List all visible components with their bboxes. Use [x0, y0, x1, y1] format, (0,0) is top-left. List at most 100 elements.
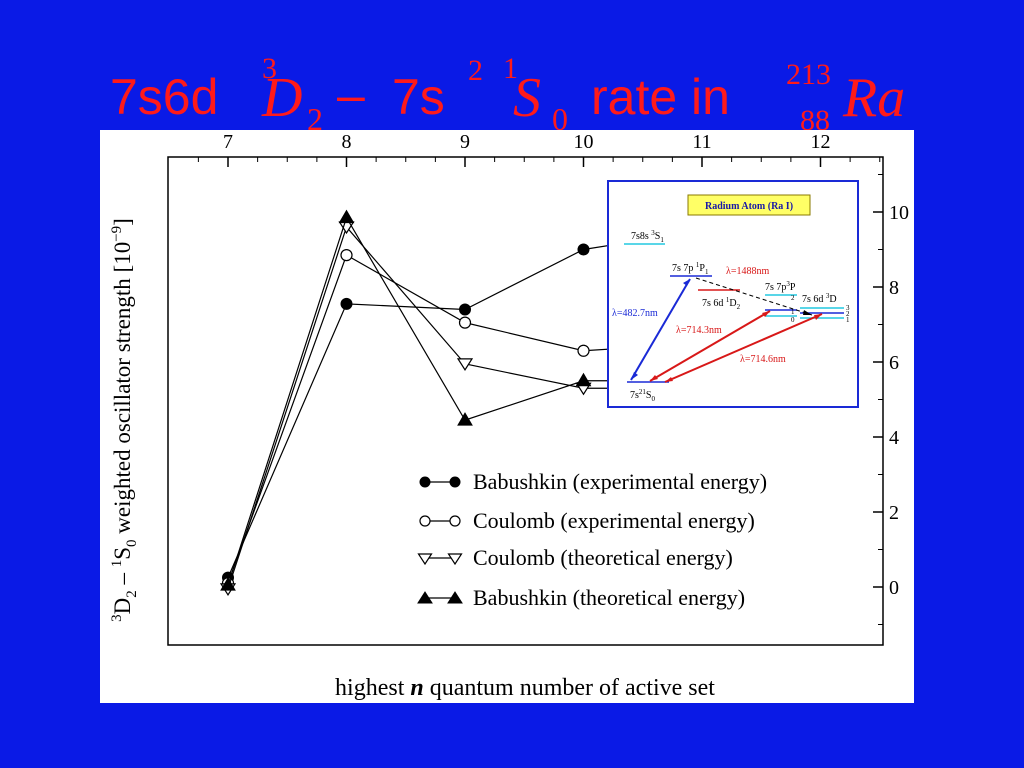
- transition-482nm-arrow: [630, 278, 691, 381]
- top-axis: 7 8 9 10 11 12: [197, 131, 881, 167]
- title-mass-number: 213: [786, 58, 831, 91]
- legend-marker-filled-triangle: [417, 591, 433, 604]
- transition-1488nm-arrow: [695, 277, 813, 316]
- top-tick-label: 12: [811, 131, 831, 153]
- legend-item-babushkin-theo: Babushkin (theoretical energy): [417, 585, 745, 610]
- j-label-3D3: 3: [846, 304, 850, 312]
- plot-panel: 7 8 9 10 11 12 0 2 4 6 8 10 3D2 – 1S0 weighted osc…: [100, 130, 914, 703]
- legend: Babushkin (experimental energy) Coulomb …: [417, 469, 767, 610]
- top-tick-label: 11: [692, 131, 711, 153]
- legend-marker-open-circle: [449, 515, 461, 527]
- legend-label: Babushkin (experimental energy): [473, 469, 767, 494]
- legend-label: Babushkin (theoretical energy): [473, 585, 745, 610]
- right-tick-label: 4: [889, 427, 899, 449]
- transition-714-3nm-label: λ=714.3nm: [676, 325, 722, 336]
- transition-714-3nm-arrow: [649, 310, 771, 382]
- transition-482nm-head-up: [683, 279, 690, 286]
- transition-1488nm-label: λ=1488nm: [726, 266, 769, 277]
- xlabel-pre: highest: [335, 675, 410, 701]
- ylabel-text: weighted oscillator strength [10: [110, 242, 135, 540]
- level-ground-label: 7s21S0: [630, 388, 655, 403]
- ylabel-b-sub: 0: [124, 539, 140, 547]
- transition-1488nm-head: [803, 310, 812, 315]
- right-axis: 0 2 4 6 8 10: [873, 174, 909, 625]
- legend-item-coulomb-theo: Coulomb (theoretical energy): [417, 545, 733, 570]
- right-tick-label: 6: [889, 352, 899, 374]
- transition-714-6nm-arrow: [664, 313, 823, 383]
- xlabel-post: quantum number of active set: [424, 675, 716, 701]
- data-point-open-circle: [458, 316, 472, 329]
- title-7s: 7s: [392, 69, 445, 125]
- data-point-open-circle: [577, 344, 590, 357]
- j-label-3P2: 2: [791, 294, 795, 302]
- top-tick-label: 7: [223, 131, 233, 153]
- top-tick-label: 10: [574, 131, 594, 153]
- title-s-multiplicity: 1: [503, 52, 518, 85]
- legend-marker-open-circle: [419, 515, 431, 527]
- transition-714-6nm-head-down: [665, 377, 673, 382]
- transition-482nm-label: λ=482.7nm: [612, 308, 658, 319]
- j-label-3P0: 0: [791, 316, 795, 324]
- level-7s8s-label: 7s8s 3S1: [631, 229, 664, 244]
- ylabel-a-sub: 2: [124, 590, 140, 598]
- legend-marker-open-triangle: [447, 553, 463, 566]
- level-7s7p-3P-label: 7s 7p3P: [765, 280, 796, 293]
- ylabel-a-sup: 3: [109, 614, 125, 622]
- right-tick-label: 0: [889, 577, 899, 599]
- top-tick-label: 8: [342, 131, 352, 153]
- inset-title: Radium Atom (Ra I): [705, 201, 793, 212]
- title-s-term: S: [513, 67, 541, 129]
- legend-label: Coulomb (theoretical energy): [473, 545, 733, 570]
- legend-marker-filled-circle: [449, 476, 461, 488]
- level-7s6d-1D-label: 7s 6d 1D2: [702, 296, 741, 311]
- legend-label: Coulomb (experimental energy): [473, 508, 755, 533]
- transition-714-6nm-head-up: [814, 314, 822, 320]
- right-tick-label: 8: [889, 277, 899, 299]
- ylabel-exponent: −9: [109, 226, 125, 242]
- ylabel-b: S: [110, 547, 135, 560]
- data-point-filled-triangle-up: [457, 412, 473, 426]
- data-point-open-circle: [340, 249, 353, 262]
- title-rate-in: rate in: [591, 69, 730, 125]
- legend-marker-filled-circle: [419, 476, 431, 488]
- data-point-open-triangle-down: [456, 358, 474, 371]
- transition-714-3nm-head-up: [762, 311, 770, 317]
- transition-714-6nm-label: λ=714.6nm: [740, 354, 786, 365]
- title-dash: –: [337, 67, 365, 123]
- data-point-filled-triangle-up: [338, 209, 355, 224]
- legend-marker-filled-triangle: [447, 591, 463, 604]
- ylabel-b-sup: 1: [109, 560, 125, 568]
- plot-frame: [167, 156, 884, 646]
- data-point-filled-triangle-up: [575, 372, 592, 387]
- top-tick-label: 9: [460, 131, 470, 153]
- j-label-3D1: 1: [846, 316, 850, 324]
- slide-title: 7s6d 3 D 2 – 7s 2 1 S 0 rate in 213 88 R…: [110, 52, 905, 130]
- x-axis-label: highest n quantum number of active set: [335, 675, 715, 701]
- title-element: Ra: [842, 67, 905, 129]
- right-tick-label: 10: [889, 202, 909, 224]
- title-prefix: 7s6d: [110, 69, 218, 125]
- level-7s6d-3D-label: 7s 6d 3D: [802, 292, 837, 305]
- title-s-subscript: 0: [552, 101, 568, 130]
- data-point-filled-circle: [340, 297, 353, 310]
- inset-frame: [607, 180, 859, 408]
- data-point-filled-triangle-up: [220, 577, 236, 591]
- y-axis-label: 3D2 – 1S0 weighted oscillator strength […: [109, 218, 140, 622]
- title-atomic-number: 88: [800, 104, 830, 130]
- level-7s7p-1P-label: 7s 7p 1P1: [672, 261, 709, 276]
- title-d-multiplicity: 3: [262, 52, 277, 85]
- title-d-term: D: [261, 67, 302, 129]
- j-label-3P1: 1: [791, 308, 795, 316]
- data-point-filled-circle: [577, 243, 590, 256]
- legend-marker-open-triangle: [417, 553, 433, 566]
- inset-title-box: [687, 194, 811, 216]
- ylabel-close: ]: [110, 218, 135, 226]
- xlabel-n: n: [410, 675, 423, 701]
- transition-714-3nm-head-down: [650, 375, 658, 381]
- legend-item-coulomb-exp: Coulomb (experimental energy): [419, 508, 755, 533]
- right-tick-label: 2: [889, 502, 899, 524]
- ylabel-dash: –: [110, 567, 135, 590]
- energy-level-inset: Radium Atom (Ra I) 7s8s 3S1 7s 7p 1P1 7s…: [607, 180, 859, 408]
- transition-482nm-head-down: [631, 372, 638, 380]
